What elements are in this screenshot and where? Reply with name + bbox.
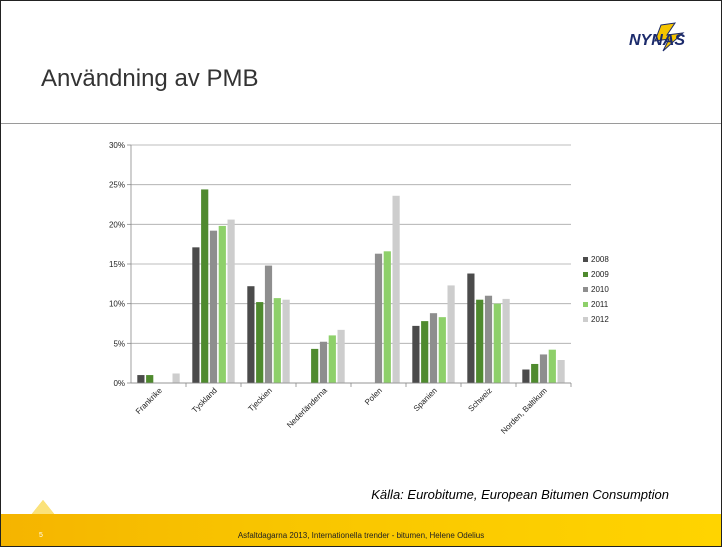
bar-2008-5 <box>412 325 420 383</box>
bar-2009-2 <box>256 302 264 383</box>
bar-2011-5 <box>438 317 446 383</box>
bar-2010-7 <box>539 354 548 383</box>
x-tick-label: Norden, Baltikum <box>499 386 549 436</box>
bar-2011-6 <box>493 303 501 383</box>
y-tick-label: 0% <box>113 379 125 388</box>
y-tick-label: 25% <box>109 181 125 190</box>
legend-swatch <box>583 317 588 322</box>
bar-2012-4 <box>392 195 400 383</box>
legend-label: 2009 <box>591 270 609 279</box>
bar-2010-2 <box>264 265 273 383</box>
y-tick-label: 15% <box>109 260 125 269</box>
bar-2011-7 <box>548 349 556 383</box>
bar-2012-5 <box>447 285 455 383</box>
bar-2008-6 <box>467 273 475 383</box>
bar-2010-6 <box>484 295 493 383</box>
bar-2008-1 <box>192 247 200 383</box>
bar-2012-7 <box>557 359 565 383</box>
bar-2009-3 <box>311 348 319 383</box>
source-note: Källa: Eurobitume, European Bitumen Cons… <box>371 487 669 502</box>
bar-2010-1 <box>209 230 218 383</box>
x-tick-label: Tjeckien <box>246 386 273 413</box>
bar-2011-2 <box>273 298 281 383</box>
bar-2010-3 <box>319 341 328 383</box>
logo-text: NYNAS <box>629 32 685 49</box>
bar-2010-4 <box>374 253 383 383</box>
legend-label: 2012 <box>591 315 609 324</box>
footer-tab <box>1 500 111 515</box>
bar-2008-2 <box>247 286 255 383</box>
bar-2012-0 <box>172 373 180 383</box>
bar-2009-1 <box>201 189 209 383</box>
y-tick-label: 5% <box>113 339 125 348</box>
bar-2011-1 <box>218 225 226 383</box>
y-tick-label: 30% <box>109 141 125 150</box>
bar-chart: 0% 5% 10% 15% 20% 25% 30% Frankrike Tyskland Tje… <box>109 141 609 436</box>
footer-text: Asfaltdagarna 2013, Internationella tren… <box>237 531 485 540</box>
logo-arrow-icon <box>654 22 685 52</box>
y-axis: 0% 5% 10% 15% 20% 25% 30% <box>109 141 132 388</box>
x-tick-label: Spanien <box>412 386 439 413</box>
legend-swatch <box>583 257 588 262</box>
nynas-logo: NYNAS <box>629 22 685 52</box>
slide-title: Användning av PMB <box>41 65 259 92</box>
x-tick-label: Schweiz <box>466 386 493 413</box>
bar-2012-1 <box>227 219 235 383</box>
title-divider <box>1 123 721 124</box>
x-tick-label: Tyskland <box>190 386 219 415</box>
y-tick-label: 20% <box>109 220 125 229</box>
bar-2009-7 <box>531 363 539 383</box>
x-axis: Frankrike Tyskland Tjeckien Nederländerna Po… <box>131 382 572 436</box>
legend-label: 2010 <box>591 285 609 294</box>
bar-2008-0 <box>137 375 145 383</box>
bar-2008-7 <box>522 369 530 383</box>
x-tick-label: Nederländerna <box>285 386 329 430</box>
chart-bars <box>137 189 565 383</box>
footer-bar <box>1 514 721 546</box>
chart-legend: 2008 2009 2010 2011 2012 <box>583 255 609 324</box>
bar-2012-2 <box>282 299 290 383</box>
page-number: 5 <box>39 532 43 539</box>
x-tick-label: Frankrike <box>134 386 164 416</box>
legend-swatch <box>583 287 588 292</box>
bar-2011-4 <box>383 251 391 383</box>
bar-2009-5 <box>421 321 429 383</box>
legend-label: 2011 <box>591 300 609 309</box>
legend-label: 2008 <box>591 255 609 264</box>
bar-2009-0 <box>146 375 154 383</box>
bar-2010-5 <box>429 313 438 383</box>
bar-2012-3 <box>337 329 345 383</box>
bar-2012-6 <box>502 298 510 383</box>
bar-2009-6 <box>476 299 484 383</box>
bar-2011-3 <box>328 335 336 383</box>
legend-swatch <box>583 272 588 277</box>
legend-swatch <box>583 302 588 307</box>
y-tick-label: 10% <box>109 300 125 309</box>
x-tick-label: Polen <box>363 386 384 407</box>
